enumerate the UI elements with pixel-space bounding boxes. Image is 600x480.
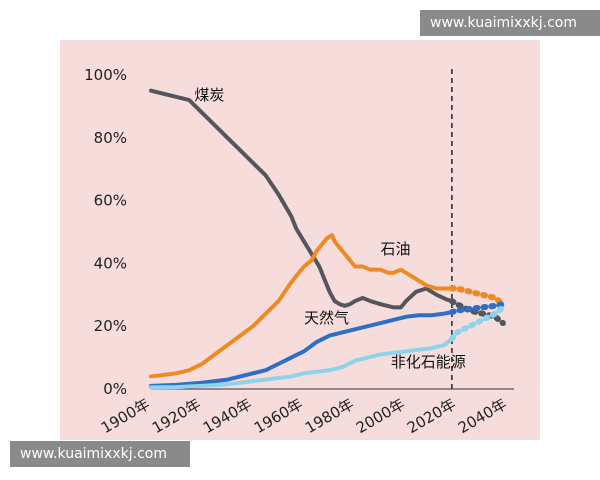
series-line [149, 310, 454, 388]
x-tick-label: 2020年 [404, 395, 459, 437]
series-label: 非化石能源 [391, 353, 466, 371]
series-layer [149, 88, 506, 390]
series-label: 煤炭 [194, 86, 224, 104]
chart-panel: 0% 20% 40% 60% 80% 100% 1900年 1920年 1940年 1960年 1… [60, 40, 540, 440]
y-tick-label: 40% [94, 254, 127, 272]
y-tick-label: 80% [94, 129, 127, 147]
x-tick-label: 1920年 [149, 395, 204, 437]
series-line [149, 88, 454, 310]
y-ticks: 0% 20% 40% 60% 80% 100% [84, 66, 127, 398]
series-forecast-line [448, 298, 506, 327]
watermark-bottom: www.kuaimixxkj.com [10, 441, 190, 467]
y-tick-label: 20% [94, 317, 127, 335]
x-tick-label: 1960年 [251, 395, 306, 437]
y-tick-label: 100% [84, 66, 127, 84]
series-line [149, 336, 454, 390]
series-label: 天然气 [304, 309, 349, 327]
series-forecast-line [448, 285, 506, 308]
x-tick-label: 1900年 [98, 395, 153, 437]
x-tick-label: 1980年 [302, 395, 357, 437]
energy-mix-chart: 0% 20% 40% 60% 80% 100% 1900年1920年1940年1960年1… [84, 66, 514, 437]
series-label: 石油 [381, 240, 411, 258]
watermark-top: www.kuaimixxkj.com [420, 10, 600, 36]
series-forecast-line [448, 304, 506, 342]
series-line [149, 233, 454, 379]
y-tick-label: 60% [94, 192, 127, 210]
x-tick-label: 1940年 [200, 395, 255, 437]
x-tick-label: 2040年 [455, 395, 510, 437]
y-tick-label: 0% [103, 380, 127, 398]
series-forecast-line [448, 301, 506, 316]
x-tick-label: 2000年 [353, 395, 408, 437]
